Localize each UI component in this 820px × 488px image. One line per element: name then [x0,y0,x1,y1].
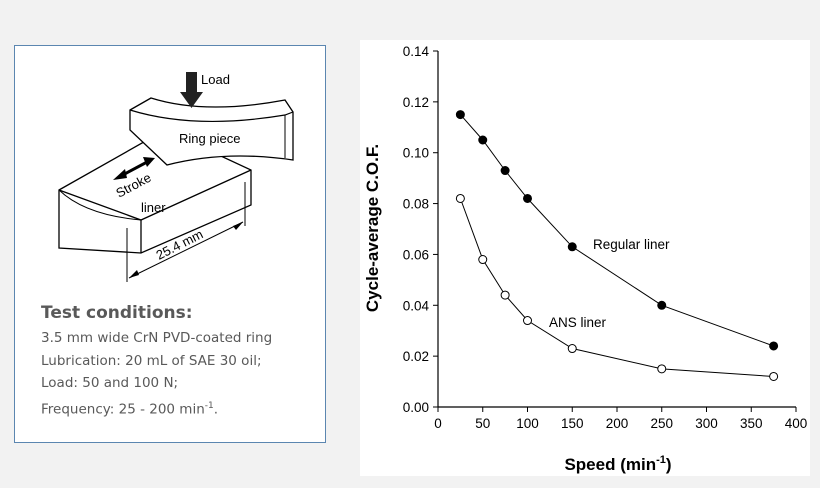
y-tick-label: 0.12 [403,95,429,110]
condition-load: Load: 50 and 100 N; [41,375,179,391]
x-tick-label: 350 [740,416,763,431]
regular-liner-point [478,135,488,145]
y-tick-label: 0.08 [403,197,429,212]
cof-chart: 0.00 0.02 0.04 0.06 0.08 0.10 0.12 0.14 0 50 100 15… [360,40,810,476]
x-tick-label: 0 [434,416,442,431]
condition-frequency: Frequency: 25 - 200 min-1. [41,400,219,418]
ans-liner-point [523,316,532,326]
ring-on-liner-diagram: Load Ring piece Stroke liner 25.4 mm [55,70,295,295]
y-tick-label: 0.06 [403,247,429,262]
chart-ticks: 0.00 0.02 0.04 0.06 0.08 0.10 0.12 0.14 0 50 100 15… [403,44,808,431]
ring-piece-label: Ring piece [179,131,240,146]
condition-ring: 3.5 mm wide CrN PVD-coated ring [41,330,273,346]
test-conditions-list: 3.5 mm wide CrN PVD-coated ring Lubricat… [41,327,272,421]
liner-label: liner [141,200,166,215]
y-tick-label: 0.00 [403,400,429,415]
x-axis-title: Speed (min-1) [564,454,671,474]
regular-liner-point [567,242,577,252]
ans-liner-point [500,290,510,300]
series-line-1 [459,198,774,377]
series-label-regular: Regular liner [593,237,670,252]
chart-markers [455,110,779,381]
x-tick-label: 100 [516,416,539,431]
regular-liner-point [657,300,667,310]
y-tick-label: 0.14 [403,44,430,59]
regular-liner-point [523,193,532,203]
x-tick-label: 50 [475,416,490,431]
y-tick-label: 0.10 [403,146,429,161]
ans-liner-point [657,364,667,374]
regular-liner-point [500,166,510,176]
load-label: Load [201,72,230,87]
regular-liner-point [769,341,779,351]
regular-liner-point [455,110,465,120]
y-tick-label: 0.02 [403,349,429,364]
test-conditions-title: Test conditions: [41,303,193,323]
chart-axes [437,51,796,408]
condition-lubrication: Lubrication: 20 mL of SAE 30 oil; [41,352,262,369]
y-tick-label: 0.04 [403,298,430,313]
ans-liner-point [478,255,488,265]
series-label-ans: ANS liner [549,315,607,330]
x-tick-label: 250 [650,416,673,431]
test-setup-panel: Load Ring piece Stroke liner 25.4 mm Tes… [14,45,326,443]
x-tick-label: 300 [695,416,718,431]
ans-liner-point [769,371,779,381]
x-tick-label: 400 [785,416,808,431]
ans-liner-point [567,344,577,354]
x-tick-label: 200 [606,416,629,431]
cof-chart-svg: 0.00 0.02 0.04 0.06 0.08 0.10 0.12 0.14 0 50 100 15… [363,44,808,474]
y-axis-title: Cycle-average C.O.F. [363,144,382,312]
x-tick-label: 150 [561,416,584,431]
series-line-0 [460,114,774,347]
ans-liner-point [455,193,465,203]
